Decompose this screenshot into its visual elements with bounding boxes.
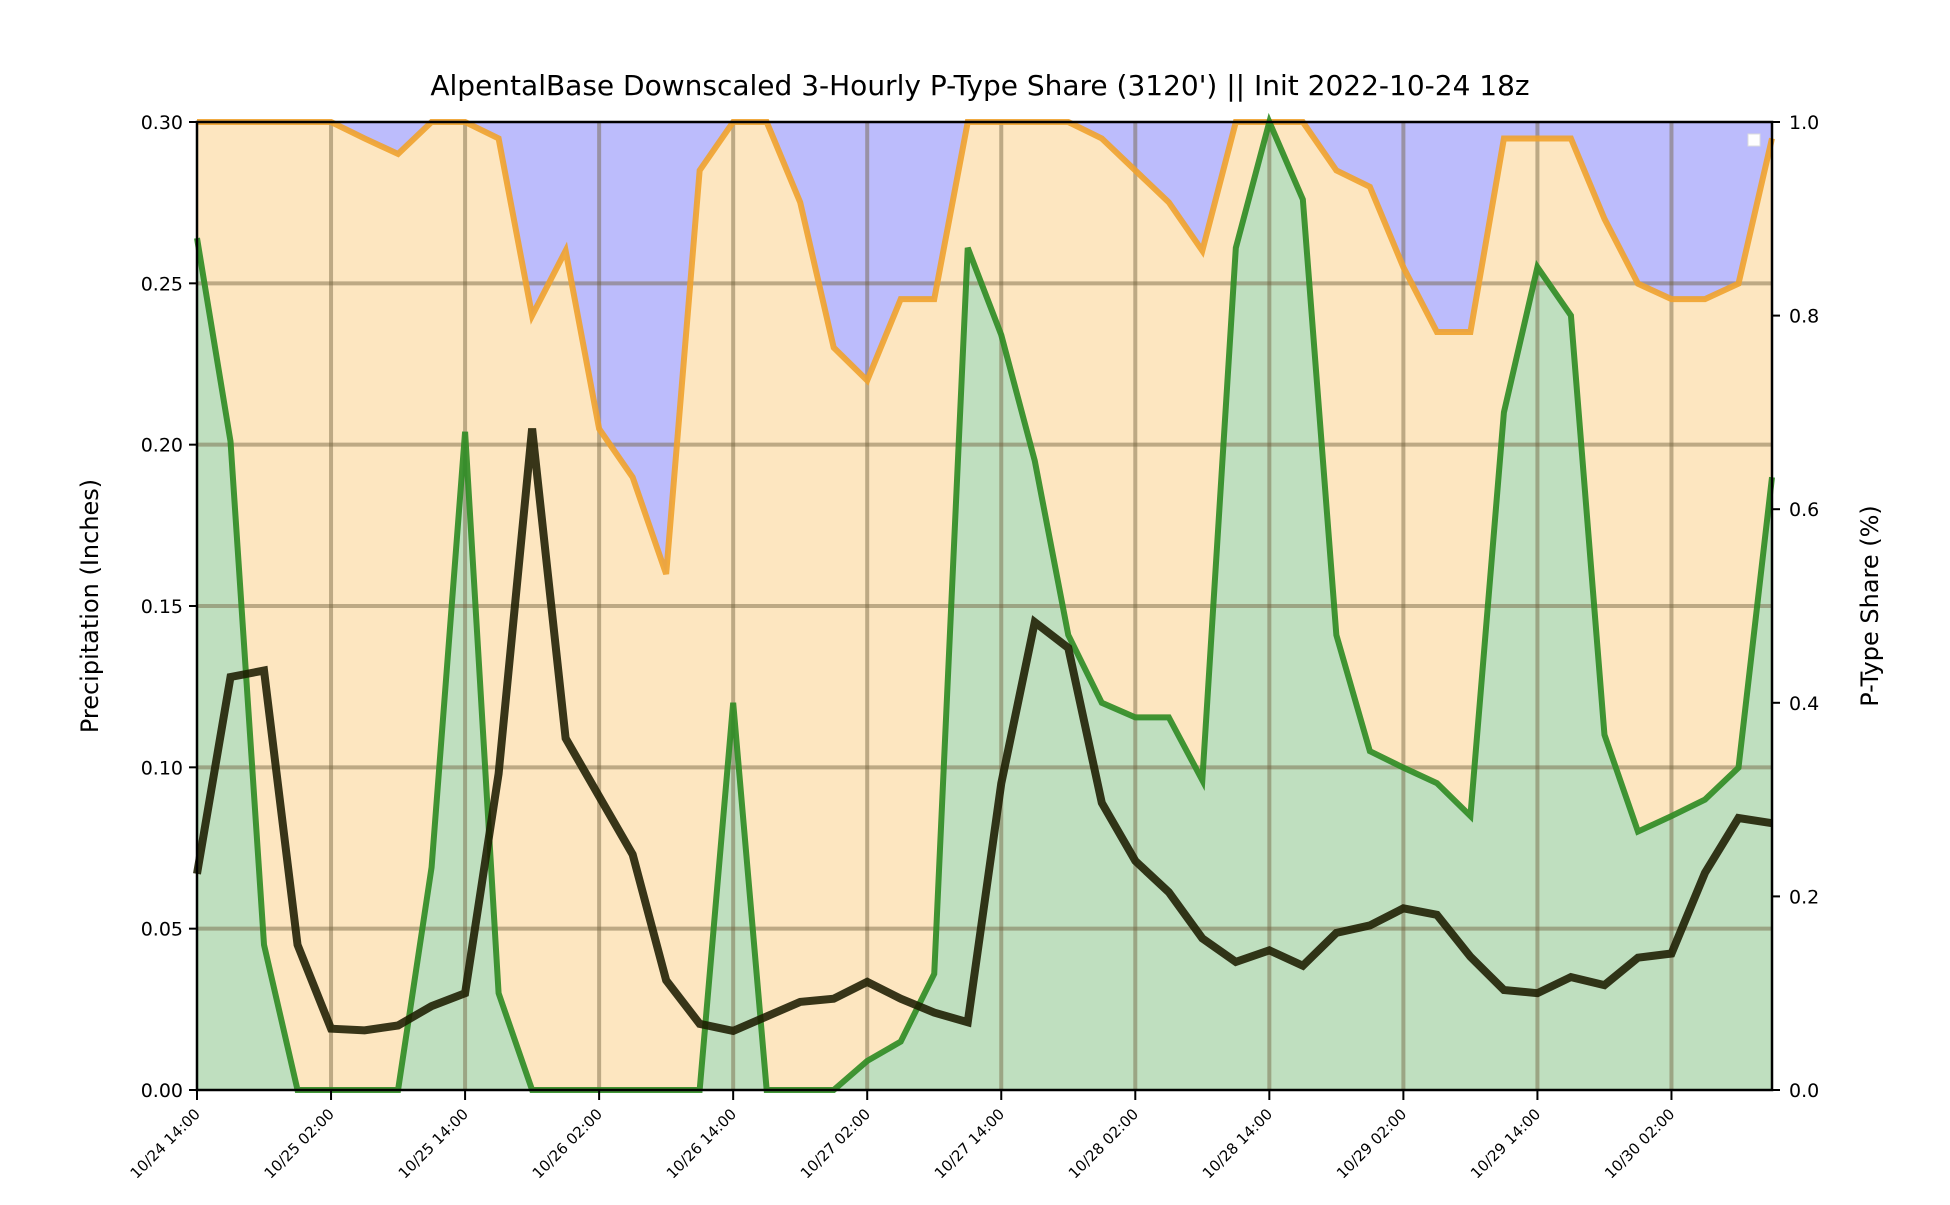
rain-area: [197, 122, 1772, 1090]
y-right-tick-label: 0.8: [1789, 306, 1819, 328]
y-tick-label: 0.10: [141, 757, 183, 779]
x-tick-label: 10/27 02:00: [797, 1105, 874, 1182]
x-tick-label: 10/26 02:00: [529, 1105, 606, 1182]
x-tick-label: 10/26 14:00: [663, 1105, 740, 1182]
chart-title: AlpentalBase Downscaled 3-Hourly P-Type …: [430, 69, 1529, 102]
x-tick-label: 10/28 02:00: [1065, 1105, 1142, 1182]
y-tick-label: 0.20: [141, 435, 183, 457]
y-right-tick-label: 0.6: [1789, 499, 1819, 521]
rain-area-layer: [197, 122, 1772, 1090]
y-tick-label: 0.00: [141, 1080, 183, 1102]
y-right-tick-label: 0.2: [1789, 886, 1819, 908]
x-tick-label: 10/29 14:00: [1467, 1105, 1544, 1182]
y-right-tick-label: 0.0: [1789, 1080, 1819, 1102]
x-tick-label: 10/29 02:00: [1333, 1105, 1410, 1182]
y-tick-label: 0.30: [141, 112, 183, 134]
y-tick-label: 0.15: [141, 596, 183, 618]
x-tick-label: 10/28 14:00: [1199, 1105, 1276, 1182]
x-tick-label: 10/25 02:00: [261, 1105, 338, 1182]
y-tick-label: 0.25: [141, 273, 183, 295]
rain-share-line: [194, 112, 1775, 1093]
y-axis-right-label: P-Type Share (%): [1856, 505, 1884, 707]
x-tick-label: 10/25 14:00: [395, 1105, 472, 1182]
x-tick-label: 10/27 14:00: [931, 1105, 1008, 1182]
x-tick-label: 10/30 02:00: [1601, 1105, 1678, 1182]
y-axis-label: Precipitation (Inches): [76, 479, 104, 733]
legend-layer: [1747, 133, 1761, 147]
y-right-tick-label: 1.0: [1789, 112, 1819, 134]
precipitation-line: [193, 428, 1773, 1036]
y-tick-label: 0.05: [141, 919, 183, 941]
legend-box: [1747, 133, 1761, 147]
y-right-tick-label: 0.4: [1789, 693, 1819, 715]
x-tick-label: 10/24 14:00: [127, 1105, 204, 1182]
